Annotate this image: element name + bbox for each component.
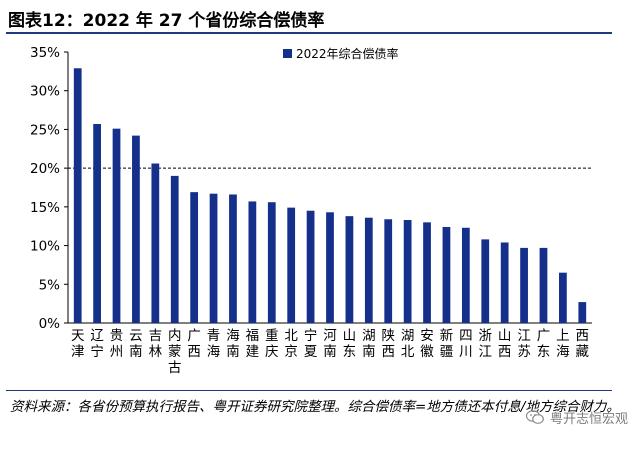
- watermark-text: 粤开志恒宏观: [549, 412, 628, 427]
- bar: [170, 175, 179, 323]
- bar: [442, 226, 451, 323]
- bar: [481, 239, 490, 323]
- bar-chart: 0% 5% 10% 15% 20% 25% 30% 35% 天津辽宁贵州云南吉林内蒙古广西青海…: [30, 45, 592, 376]
- legend-label: 2022年综合偿债率: [296, 46, 399, 61]
- x-tick-label: 宁夏: [304, 327, 318, 360]
- bar: [403, 220, 412, 323]
- x-tick-label: 天津: [71, 328, 85, 360]
- x-tick-label: 陕西: [381, 328, 395, 360]
- x-tick-label: 吉林: [149, 328, 163, 360]
- x-tick-label: 辽宁: [90, 328, 104, 360]
- x-tick-label: 湖南: [362, 328, 376, 360]
- bar: [267, 202, 276, 323]
- x-tick-label: 内蒙古: [168, 328, 182, 376]
- x-tick-label: 安徽: [420, 328, 434, 360]
- bar: [364, 217, 373, 323]
- bar: [306, 210, 315, 323]
- watermark: 粤开志恒宏观: [525, 408, 628, 427]
- x-tick-label: 湖北: [401, 328, 415, 360]
- x-tick-label: 河南: [323, 328, 337, 360]
- y-tick-label: 5%: [39, 277, 61, 293]
- bar: [132, 135, 140, 323]
- x-tick-label: 重庆: [265, 328, 279, 360]
- y-tick-label: 15%: [30, 200, 60, 216]
- x-tick-label: 四川: [459, 328, 473, 360]
- bar: [287, 207, 296, 323]
- x-tick-label: 广西: [187, 328, 201, 360]
- bar: [423, 222, 431, 323]
- x-tick-label: 山东: [343, 328, 357, 360]
- x-tick-label: 西藏: [576, 328, 590, 360]
- x-tick-label: 青海: [207, 328, 221, 360]
- bar: [384, 219, 393, 323]
- y-tick-label: 30%: [30, 84, 60, 100]
- x-tick-label: 云南: [129, 328, 143, 360]
- bar: [578, 302, 587, 323]
- y-tick-label: 0%: [39, 316, 61, 332]
- x-tick-label: 福建: [246, 328, 260, 360]
- x-tick-label: 浙江: [479, 328, 493, 360]
- bar: [112, 128, 121, 323]
- legend: 2022年综合偿债率: [283, 46, 399, 61]
- x-tick-label: 北京: [284, 328, 298, 360]
- y-tick-label: 25%: [30, 122, 60, 138]
- x-tick-label: 江苏: [517, 328, 531, 360]
- source-note: 资料来源：各省份预算执行报告、粤开证券研究院整理。综合偿债率=地方债还本付息/地…: [10, 399, 620, 415]
- legend-swatch: [283, 49, 292, 58]
- y-tick-label: 10%: [30, 239, 60, 255]
- y-tick-label: 35%: [30, 45, 60, 61]
- bar: [93, 124, 101, 323]
- bar: [520, 247, 528, 323]
- x-tick-label: 山西: [498, 328, 512, 360]
- bar: [229, 194, 237, 323]
- bar: [500, 242, 509, 323]
- x-tick-label: 广东: [537, 328, 551, 360]
- x-tick-label: 海南: [226, 328, 240, 360]
- x-tick-label: 贵州: [110, 328, 124, 360]
- bar: [539, 247, 548, 323]
- bottom-rule: [6, 390, 612, 391]
- bar: [345, 216, 354, 323]
- bar: [559, 272, 567, 323]
- bar: [326, 212, 334, 323]
- x-axis-labels: 天津辽宁贵州云南吉林内蒙古广西青海海南福建重庆北京宁夏河南山东湖南陕西湖北安徽新…: [71, 327, 590, 376]
- y-tick-label: 20%: [30, 161, 60, 177]
- bars: [73, 68, 587, 323]
- bar: [73, 68, 82, 323]
- bar: [248, 201, 257, 323]
- title-rule: [6, 32, 612, 34]
- figure-title: 图表12：2022 年 27 个省份综合偿债率: [8, 11, 325, 31]
- bar: [209, 193, 218, 323]
- bar: [190, 192, 199, 323]
- bar: [461, 227, 470, 323]
- bar: [151, 163, 160, 323]
- x-tick-label: 上海: [556, 328, 570, 360]
- x-tick-label: 新疆: [440, 328, 454, 360]
- wechat-icon: [525, 410, 544, 424]
